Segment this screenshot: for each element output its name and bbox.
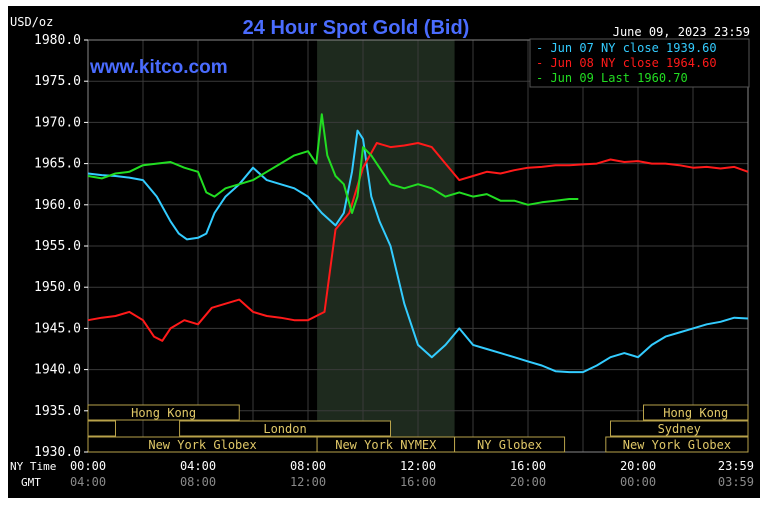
x-tick-label-ny: 04:00 [180,459,216,473]
legend-entry-jun08: - Jun 08 NY close 1964.60 [536,56,717,70]
session-label: Hong Kong [663,406,728,420]
y-tick-label: 1930.0 [34,445,81,460]
gmt-label: GMT [21,476,41,489]
legend-dash-jun07: - [536,41,550,55]
legend: - Jun 07 NY close 1939.60 - Jun 08 NY cl… [529,38,750,88]
y-tick-label: 1950.0 [34,280,81,295]
x-tick-label-ny: 16:00 [510,459,546,473]
series-line-2 [87,113,579,214]
series-line-0 [87,129,749,374]
x-tick-label-gmt: 20:00 [510,475,546,489]
y-tick-label: 1955.0 [34,239,81,254]
legend-entry-jun07: - Jun 07 NY close 1939.60 [536,41,717,55]
session-box [87,404,240,421]
x-tick-label-ny: 08:00 [290,459,326,473]
watermark-text: www.kitco.com [89,57,228,78]
y-axis-label: USD/oz [10,15,53,29]
session-label: New York NYMEX [335,438,437,452]
y-tick-label: 1970.0 [34,115,81,130]
session-label: New York Globex [623,438,731,452]
x-tick-label-ny: 20:00 [620,459,656,473]
x-tick-label-ny: 12:00 [400,459,436,473]
session-box [643,404,749,421]
session-label: NY Globex [477,438,542,452]
session-box [454,436,566,453]
session-box [610,420,749,437]
legend-dash-jun08: - [536,56,550,70]
series-lines [87,113,749,374]
legend-box [529,38,750,88]
legend-dash-jun09: - [536,71,550,85]
legend-label-jun08: Jun 08 NY close 1964.60 [550,56,716,70]
chart-svg: Hong Kong London New York Globex New York N… [10,15,754,489]
session-box [87,420,116,437]
timestamp: June 09, 2023 23:59 [613,25,750,39]
y-tick-label: 1935.0 [34,404,81,419]
market-sessions: Hong Kong London New York Globex New York N… [87,404,749,453]
y-tick-label: 1980.0 [34,33,81,48]
ny-time-label: NY Time [10,460,56,473]
session-label: London [263,422,306,436]
y-tick-label: 1960.0 [34,198,81,213]
session-label: Hong Kong [131,406,196,420]
chart-frame: Hong Kong London New York Globex New York N… [8,6,760,498]
x-tick-label-gmt: 16:00 [400,475,436,489]
y-tick-label: 1975.0 [34,74,81,89]
series-line-1 [87,142,749,342]
x-axis-ticks: 00:00 04:00 04:00 08:00 08:00 12:00 12:00 16:00… [70,459,754,489]
legend-label-jun09: Jun 09 Last 1960.70 [550,71,687,85]
y-tick-label: 1940.0 [34,363,81,378]
y-axis-ticks: 1980.0 1975.0 1970.0 1965.0 1960.0 1955.0 1950… [34,33,88,460]
x-tick-label-ny: 00:00 [70,459,106,473]
session-box [179,420,391,437]
chart-title: 24 Hour Spot Gold (Bid) [243,17,470,39]
x-tick-label-ny: 23:59 [718,459,754,473]
session-label: Sydney [658,422,701,436]
legend-label-jun07: Jun 07 NY close 1939.60 [550,41,716,55]
legend-entry-jun09: - Jun 09 Last 1960.70 [536,71,688,85]
x-tick-label-gmt: 04:00 [70,475,106,489]
x-tick-label-gmt: 12:00 [290,475,326,489]
x-tick-label-gmt: 03:59 [718,475,754,489]
session-label: New York Globex [148,438,256,452]
session-box [605,436,749,453]
y-tick-label: 1965.0 [34,157,81,172]
x-tick-label-gmt: 00:00 [620,475,656,489]
y-tick-label: 1945.0 [34,321,81,336]
x-tick-label-gmt: 08:00 [180,475,216,489]
